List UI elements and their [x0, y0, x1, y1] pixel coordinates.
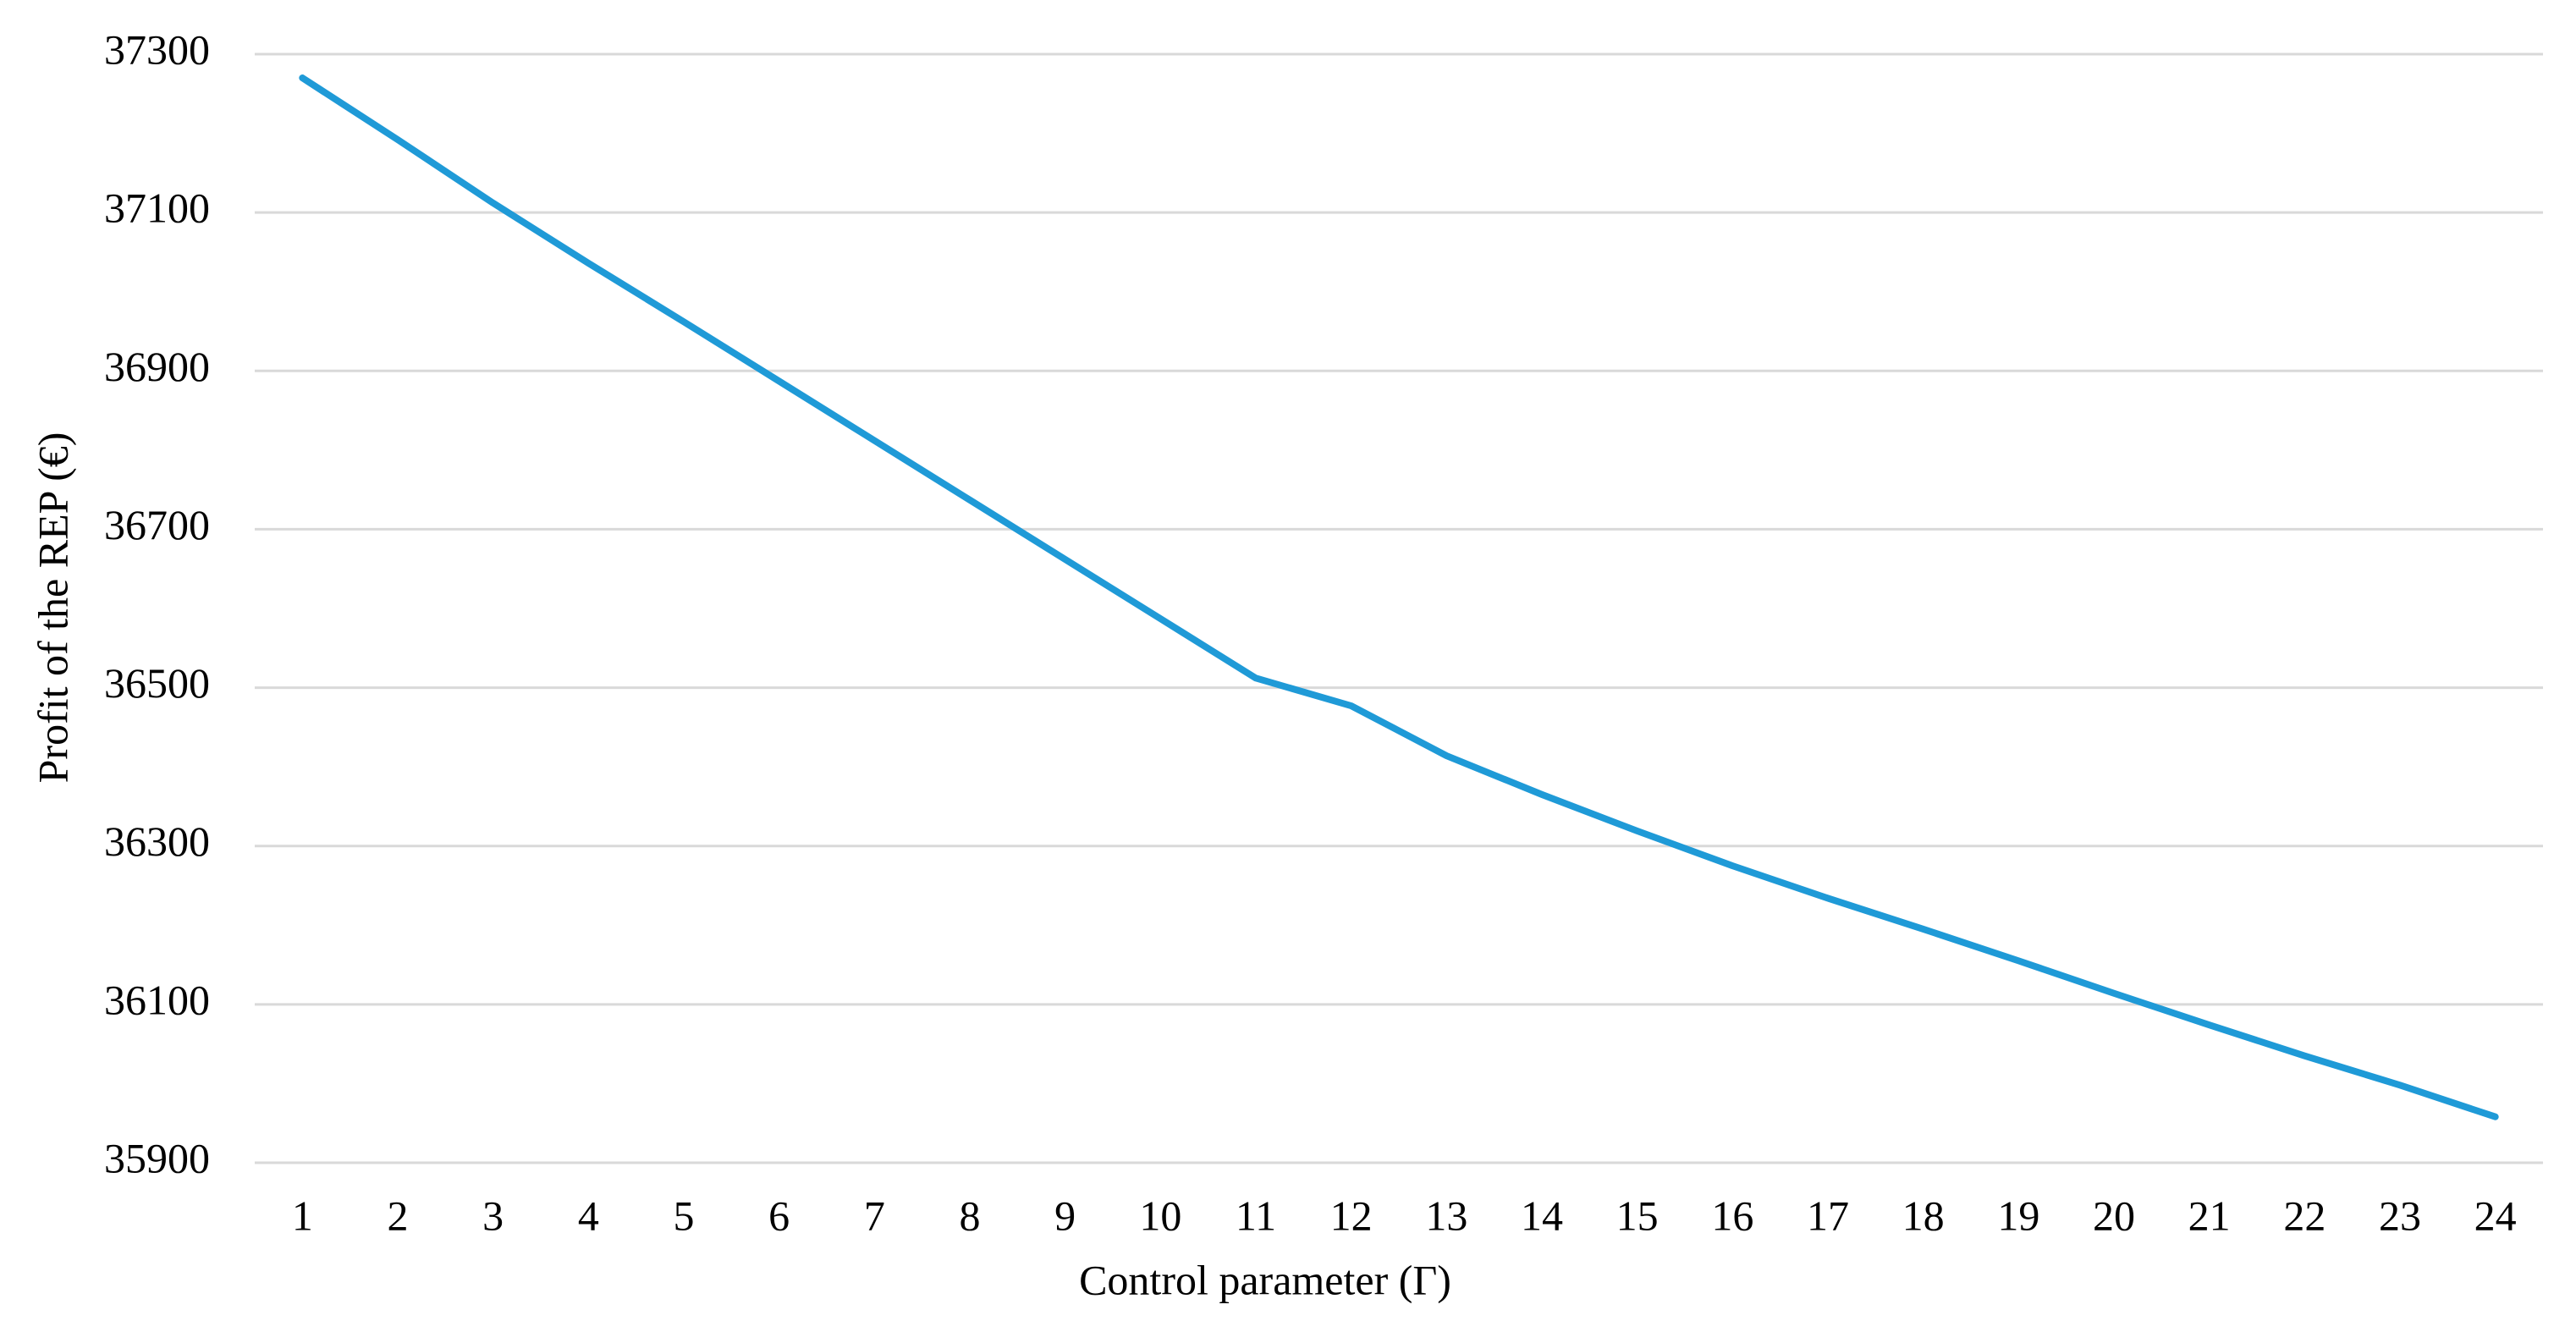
y-tick-label: 37100	[104, 184, 210, 232]
x-tick-label: 20	[2093, 1192, 2135, 1239]
x-tick-label: 19	[1997, 1192, 2039, 1239]
x-tick-label: 8	[960, 1192, 981, 1239]
x-tick-label: 21	[2188, 1192, 2231, 1239]
x-tick-label: 3	[482, 1192, 504, 1239]
x-tick-label: 7	[864, 1192, 885, 1239]
x-tick-label: 4	[578, 1192, 599, 1239]
y-tick-label: 35900	[104, 1134, 210, 1181]
x-tick-label: 17	[1807, 1192, 1849, 1239]
y-tick-label: 36900	[104, 343, 210, 390]
line	[299, 74, 2499, 1120]
y-tick-label: 36100	[104, 976, 210, 1023]
x-tick-label: 16	[1711, 1192, 1753, 1239]
y-tick-label: 36500	[104, 659, 210, 707]
x-tick-label: 10	[1139, 1192, 1181, 1239]
x-tick-label: 18	[1902, 1192, 1945, 1239]
y-tick-label: 36700	[104, 501, 210, 548]
x-axis-title: Control parameter (Γ)	[1079, 1256, 1451, 1303]
x-tick-label: 22	[2283, 1192, 2326, 1239]
x-tick-label: 24	[2474, 1192, 2517, 1239]
y-axis-title: Profit of the REP (€)	[29, 432, 76, 784]
x-tick-label: 15	[1616, 1192, 1659, 1239]
x-tick-label: 14	[1521, 1192, 1563, 1239]
x-tick-label: 23	[2379, 1192, 2421, 1239]
y-tick-label: 36300	[104, 817, 210, 865]
y-tick-label: 37300	[104, 25, 210, 73]
x-tick-label: 12	[1330, 1192, 1373, 1239]
x-tick-label: 9	[1054, 1192, 1076, 1239]
x-tick-label: 2	[388, 1192, 409, 1239]
x-tick-label: 11	[1236, 1192, 1276, 1239]
x-tick-label: 13	[1425, 1192, 1467, 1239]
x-tick-label: 6	[768, 1192, 790, 1239]
x-tick-label: 5	[674, 1192, 695, 1239]
x-tick-label: 1	[292, 1192, 313, 1239]
